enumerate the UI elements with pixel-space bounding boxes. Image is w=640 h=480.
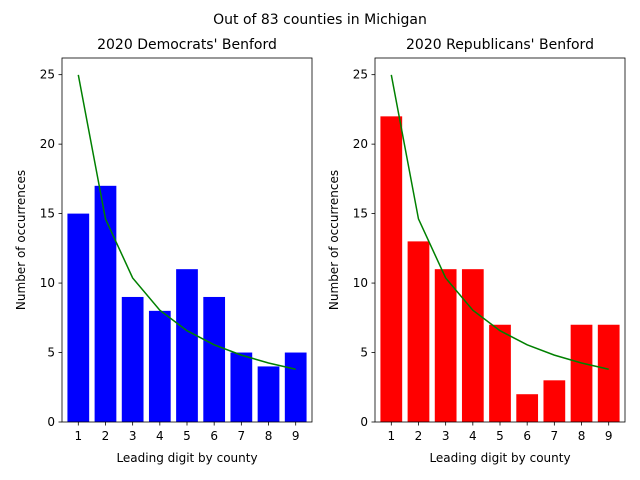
rep-bar-1 [380,116,403,423]
rep-bar-7 [543,380,566,422]
democrats-chart-panel: 2020 Democrats' Benford 1 2 3 4 5 6 7 8 9 0 5 10 15 20… [14,37,313,465]
dem-x-tick-label: 8 [265,429,273,443]
rep-x-tick-label: 1 [387,429,395,443]
rep-y-tick-label: 0 [360,415,368,429]
rep-bar-5 [489,324,511,422]
rep-bar-8 [570,324,593,422]
dem-bar-4 [148,310,171,422]
dem-benford-curve-line [77,74,296,370]
dem-y-tick-label: 0 [47,415,55,429]
figure-suptitle: Out of 83 counties in Michigan [213,12,427,28]
dem-bar-8 [257,366,280,422]
rep-bar-2 [407,241,430,422]
rep-y-tick-label: 10 [353,276,368,290]
dem-x-axis-label: Leading digit by county [116,451,257,465]
rep-x-tick-label: 5 [496,429,504,443]
dem-x-tick-label: 7 [238,429,246,443]
dem-x-tick-label: 3 [129,429,137,443]
dem-bar-3 [121,296,144,422]
dem-bar-5 [176,269,198,422]
rep-x-tick-label: 6 [523,429,531,443]
rep-bar-3 [434,269,457,422]
rep-bar-4 [461,269,484,422]
rep-x-tick-label: 7 [551,429,559,443]
dem-x-tick-label: 6 [210,429,218,443]
rep-benford-curve-line [390,74,609,370]
dem-x-tick-label: 4 [156,429,164,443]
dem-x-tick-label: 9 [292,429,300,443]
dem-y-tick-label: 10 [40,276,55,290]
rep-y-tick-label: 5 [360,346,368,360]
dem-chart-title: 2020 Democrats' Benford [97,37,277,53]
dem-x-tick-label: 1 [74,429,82,443]
dem-y-tick-label: 5 [47,346,55,360]
rep-bar-9 [597,324,620,422]
rep-x-tick-label: 3 [442,429,450,443]
dem-y-axis-label: Number of occurrences [14,170,28,310]
dem-y-tick-label: 15 [40,207,55,221]
rep-chart-title: 2020 Republicans' Benford [406,37,594,53]
dem-x-tick-label: 5 [183,429,191,443]
rep-x-tick-label: 8 [578,429,586,443]
rep-x-axis-label: Leading digit by county [429,451,570,465]
dem-y-tick-label: 25 [40,68,55,82]
dem-bar-9 [284,352,307,422]
rep-bar-6 [516,394,539,422]
dem-bar-6 [203,296,226,422]
dem-y-tick-label: 20 [40,137,55,151]
republicans-chart-panel: 2020 Republicans' Benford 1 2 3 4 5 6 7 8 9 0 5 10 15… [327,37,626,465]
dem-bar-1 [67,213,90,422]
rep-x-tick-label: 2 [415,429,423,443]
rep-x-tick-label: 9 [605,429,613,443]
rep-y-tick-label: 20 [353,137,368,151]
dem-bar-7 [230,352,253,422]
rep-x-tick-label: 4 [469,429,477,443]
dem-bar-2 [94,185,117,422]
rep-y-tick-label: 25 [353,68,368,82]
rep-y-axis-label: Number of occurrences [327,170,341,310]
rep-y-tick-label: 15 [353,207,368,221]
dem-x-tick-label: 2 [102,429,110,443]
